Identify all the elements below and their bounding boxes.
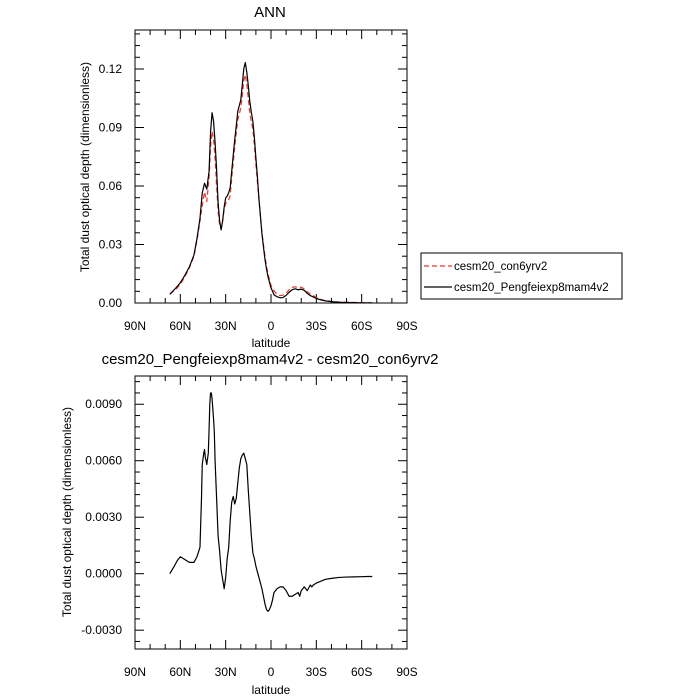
y-tick-label: 0.06 <box>99 179 123 193</box>
legend-box <box>420 252 623 300</box>
legend-label-pengfei: cesm20_Pengfeiexp8mam4v2 <box>454 282 609 294</box>
bottom-panel: cesm20_Pengfeiexp8mam4v2 - cesm20_con6yr… <box>60 351 438 697</box>
top-panel-x-axis-label: latitude <box>252 336 291 350</box>
series-line-2 <box>169 61 373 304</box>
legend: cesm20_con6yrv2 cesm20_Pengfeiexp8mam4v2 <box>420 252 623 300</box>
legend-label-con6yrv2: cesm20_con6yrv2 <box>454 261 547 273</box>
bottom-panel-title: cesm20_Pengfeiexp8mam4v2 - cesm20_con6yr… <box>102 351 439 368</box>
bottom-panel-lines <box>169 392 373 612</box>
x-tick-label: 30N <box>215 319 237 333</box>
y-tick-label: -0.0030 <box>81 623 122 637</box>
top-panel-x-tick-labels: 90N 60N 30N 0 30S 60S 90S <box>124 319 418 333</box>
bottom-panel-y-axis-label: Total dust optical depth (dimensionless) <box>60 407 74 617</box>
top-panel-title: ANN <box>254 4 286 21</box>
x-tick-label: 60S <box>351 665 372 679</box>
x-tick-label: 90S <box>396 319 417 333</box>
top-panel-y-axis-label: Total dust optical depth (dimensionless) <box>78 62 92 272</box>
x-tick-label: 0 <box>268 319 275 333</box>
x-tick-label: 90N <box>124 665 146 679</box>
x-tick-label: 60S <box>351 319 372 333</box>
bottom-panel-x-tick-labels: 90N 60N 30N 0 30S 60S 90S <box>124 665 418 679</box>
top-panel-y-tick-labels: 0.00 0.03 0.06 0.09 0.12 <box>99 62 123 310</box>
bottom-panel-x-axis-label: latitude <box>252 683 291 697</box>
top-panel: ANN 90N 60N 30N 0 30S 60S 90S 0.00 0.03 0.06 0.09… <box>78 4 623 350</box>
series-line-1 <box>169 392 373 612</box>
bottom-panel-y-tick-labels: -0.0030 0.0000 0.0030 0.0060 0.0090 <box>81 397 122 637</box>
bottom-panel-frame <box>134 375 408 650</box>
x-tick-label: 30N <box>215 665 237 679</box>
series-line-1 <box>169 74 373 304</box>
y-tick-label: 0.00 <box>99 296 123 310</box>
y-tick-label: 0.09 <box>99 121 123 135</box>
x-tick-label: 90S <box>396 665 417 679</box>
y-tick-label: 0.0060 <box>85 454 122 468</box>
x-tick-label: 30S <box>306 665 327 679</box>
top-panel-ticks <box>134 30 408 304</box>
y-tick-label: 0.0090 <box>85 397 122 411</box>
x-tick-label: 0 <box>268 665 275 679</box>
y-tick-label: 0.03 <box>99 238 123 252</box>
y-tick-label: 0.0030 <box>85 510 122 524</box>
y-tick-label: 0.0000 <box>85 567 122 581</box>
y-tick-label: 0.12 <box>99 62 123 76</box>
x-tick-label: 30S <box>306 319 327 333</box>
bottom-panel-ticks <box>134 376 408 649</box>
top-panel-frame <box>134 29 408 304</box>
x-tick-label: 60N <box>169 665 191 679</box>
x-tick-label: 90N <box>124 319 146 333</box>
x-tick-label: 60N <box>169 319 191 333</box>
top-panel-lines <box>169 61 373 304</box>
